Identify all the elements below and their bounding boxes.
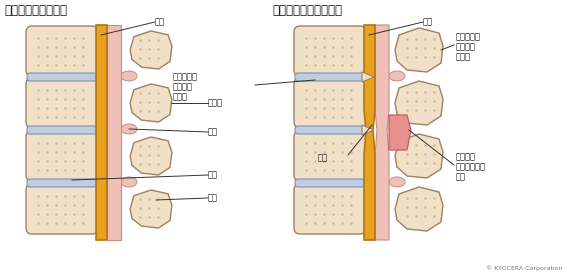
Text: 重度に変性: 重度に変性 (456, 32, 481, 41)
FancyBboxPatch shape (294, 26, 366, 76)
Ellipse shape (121, 177, 137, 187)
FancyBboxPatch shape (295, 73, 365, 81)
Text: している: している (173, 82, 193, 91)
Polygon shape (362, 125, 374, 135)
Text: 椎間板: 椎間板 (456, 52, 471, 61)
FancyBboxPatch shape (294, 184, 366, 234)
Polygon shape (389, 115, 411, 150)
Polygon shape (395, 81, 443, 125)
FancyBboxPatch shape (27, 179, 97, 187)
Text: 椎弓: 椎弓 (208, 194, 218, 202)
FancyBboxPatch shape (27, 73, 97, 81)
FancyBboxPatch shape (27, 126, 97, 134)
Text: 椎間板: 椎間板 (208, 98, 223, 108)
Polygon shape (395, 134, 443, 178)
Text: 脹髄: 脹髄 (155, 18, 165, 26)
Ellipse shape (121, 124, 137, 134)
Polygon shape (375, 25, 389, 240)
Text: 脹髄: 脹髄 (423, 18, 433, 26)
Text: 椎間板: 椎間板 (173, 92, 188, 101)
Ellipse shape (389, 71, 405, 81)
Polygon shape (107, 25, 121, 240)
FancyBboxPatch shape (26, 78, 98, 128)
Polygon shape (395, 187, 443, 231)
Text: 正常な脊椎の断面図: 正常な脊椎の断面図 (4, 4, 67, 17)
Text: © KYOCERA Corporation: © KYOCERA Corporation (485, 265, 562, 271)
Polygon shape (130, 137, 172, 175)
Polygon shape (130, 84, 172, 122)
FancyBboxPatch shape (26, 131, 98, 181)
Polygon shape (130, 31, 172, 69)
Polygon shape (362, 72, 374, 82)
FancyBboxPatch shape (26, 26, 98, 76)
Text: 肥大して: 肥大して (456, 152, 476, 161)
Polygon shape (364, 25, 375, 240)
FancyBboxPatch shape (295, 179, 365, 187)
Text: 靴帯: 靴帯 (208, 128, 218, 136)
Ellipse shape (121, 71, 137, 81)
Text: 軽度に変性: 軽度に変性 (173, 72, 198, 81)
Text: 分厘くなった: 分厘くなった (456, 162, 486, 171)
FancyBboxPatch shape (294, 78, 366, 128)
Polygon shape (130, 190, 172, 228)
Text: している: している (456, 42, 476, 51)
Polygon shape (96, 25, 107, 240)
FancyBboxPatch shape (295, 126, 365, 134)
Ellipse shape (389, 177, 405, 187)
Text: 脊柱管狭窄症の断面図: 脊柱管狭窄症の断面図 (272, 4, 342, 17)
Polygon shape (395, 28, 443, 72)
Text: 骨棘: 骨棘 (318, 153, 328, 163)
Text: 椎体: 椎体 (208, 170, 218, 180)
Text: 靴帯: 靴帯 (456, 172, 466, 181)
Ellipse shape (389, 124, 405, 134)
FancyBboxPatch shape (26, 184, 98, 234)
FancyBboxPatch shape (294, 131, 366, 181)
